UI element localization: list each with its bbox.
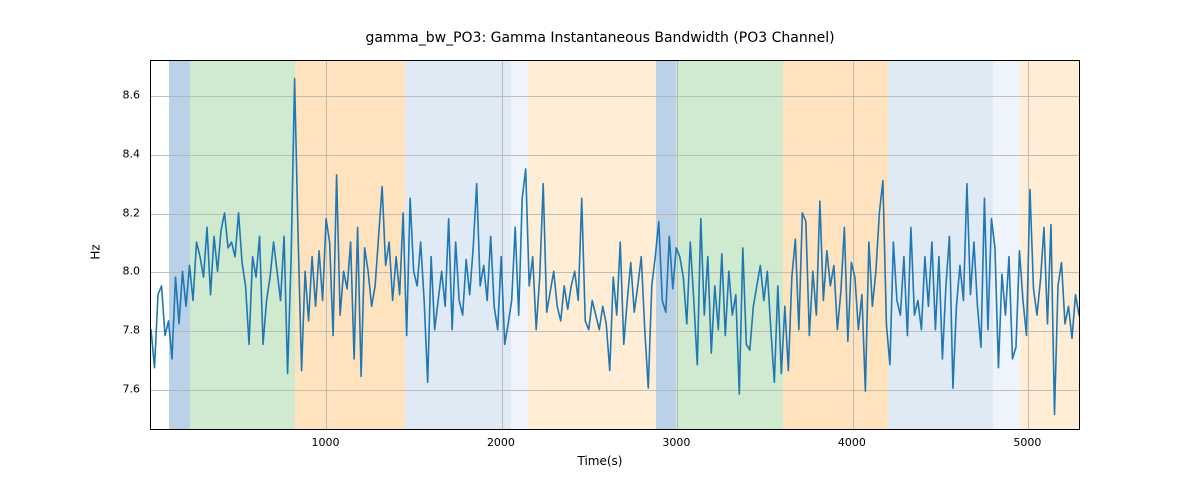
ytick-label: 8.2 [100,206,140,219]
series-line [151,79,1079,415]
ytick-label: 7.8 [100,324,140,337]
ytick-label: 8.4 [100,147,140,160]
chart-title: gamma_bw_PO3: Gamma Instantaneous Bandwi… [0,30,1200,46]
ytick-label: 8.0 [100,265,140,278]
ytick-label: 8.6 [100,89,140,102]
ytick-label: 7.6 [100,382,140,395]
xtick-label: 2000 [487,436,515,449]
figure: gamma_bw_PO3: Gamma Instantaneous Bandwi… [0,0,1200,500]
xtick-label: 4000 [838,436,866,449]
line-layer [151,61,1079,429]
xtick-label: 5000 [1013,436,1041,449]
xtick-label: 1000 [311,436,339,449]
x-axis-label: Time(s) [0,454,1200,468]
xtick-label: 3000 [662,436,690,449]
y-axis-label: Hz [89,244,103,259]
plot-area [150,60,1080,430]
